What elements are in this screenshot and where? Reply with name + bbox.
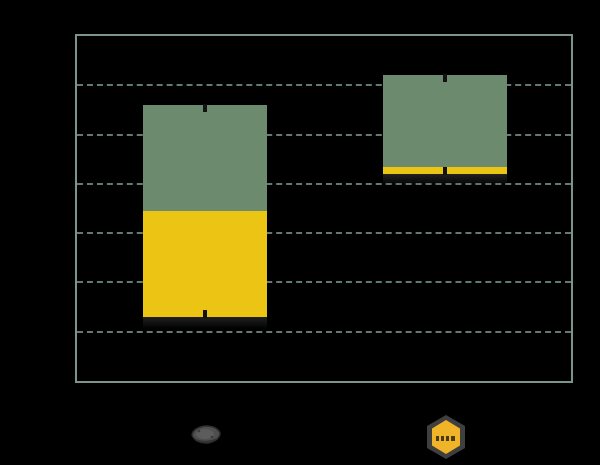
plot-area <box>75 34 573 383</box>
bar-segment-rock-green-top-segment <box>143 105 267 211</box>
bar-bottom-shadow <box>383 174 507 186</box>
top-whisker-notch <box>443 74 447 83</box>
rock-icon <box>191 425 221 444</box>
bar-segment-rock-yellow-bottom-segment <box>143 210 267 317</box>
hexagon-illegible-marks <box>436 436 455 441</box>
gridline <box>77 281 571 284</box>
bar-segment-bee-green-top-segment <box>383 75 507 167</box>
top-whisker-notch <box>203 104 207 112</box>
gridline <box>77 84 571 87</box>
bottom-whisker-notch <box>443 167 447 175</box>
bee-hexagon-icon <box>427 415 465 459</box>
gridline <box>77 133 571 136</box>
gridline <box>77 330 571 333</box>
bar-bottom-shadow <box>143 316 267 329</box>
gridline <box>77 232 571 235</box>
bottom-whisker-notch <box>203 309 207 318</box>
gridline <box>77 182 571 185</box>
